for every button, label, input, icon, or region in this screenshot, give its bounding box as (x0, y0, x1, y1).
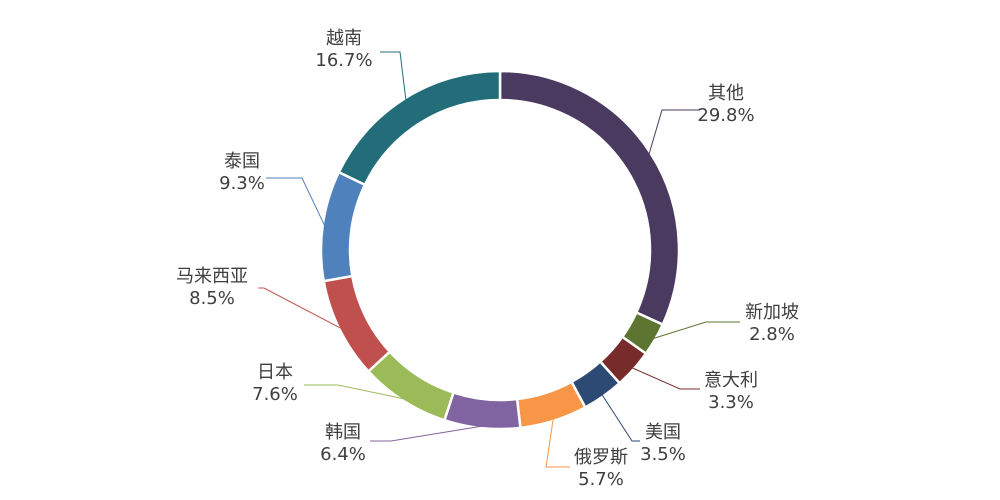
leader-line-1 (653, 321, 740, 339)
donut-slice-8 (319, 170, 367, 283)
donut-slice-7 (322, 274, 392, 374)
slice-value-label-4: 5.7% (578, 469, 624, 490)
slice-value-label-5: 6.4% (320, 444, 366, 465)
donut-slice-6 (366, 349, 456, 422)
donut-slice-9 (337, 69, 502, 187)
slice-value-label-0: 29.8% (697, 105, 754, 126)
leader-line-5 (370, 425, 483, 442)
leader-line-9 (380, 51, 407, 101)
leader-line-6 (304, 384, 405, 400)
slice-value-label-3: 3.5% (640, 444, 686, 465)
slice-label-2: 意大利 (704, 370, 758, 391)
slice-value-label-6: 7.6% (252, 384, 298, 405)
slice-label-1: 新加坡 (745, 302, 799, 323)
slice-value-label-2: 3.3% (708, 392, 754, 413)
slice-value-label-9: 16.7% (315, 50, 372, 71)
slice-label-4: 俄罗斯 (574, 447, 628, 468)
leader-line-0 (648, 109, 700, 155)
leader-line-3 (601, 394, 640, 442)
leader-line-7 (258, 287, 342, 329)
slice-label-6: 日本 (257, 362, 293, 383)
donut-slice-5 (442, 391, 522, 431)
leader-line-8 (266, 177, 326, 226)
slice-value-label-1: 2.8% (749, 324, 795, 345)
slice-label-3: 美国 (645, 422, 681, 443)
slice-label-0: 其他 (708, 83, 744, 104)
donut-slice-0 (498, 69, 681, 327)
leader-lines (258, 51, 740, 468)
slice-value-label-8: 9.3% (219, 173, 265, 194)
leader-line-4 (545, 418, 570, 468)
donut-slice-4 (515, 380, 588, 430)
slice-label-5: 韩国 (325, 422, 361, 443)
slice-label-9: 越南 (326, 28, 362, 49)
slice-label-7: 马来西亚 (176, 266, 248, 287)
slice-label-8: 泰国 (224, 151, 260, 172)
slice-value-label-7: 8.5% (189, 288, 235, 309)
leader-line-2 (631, 367, 700, 390)
donut-slices (319, 69, 681, 431)
